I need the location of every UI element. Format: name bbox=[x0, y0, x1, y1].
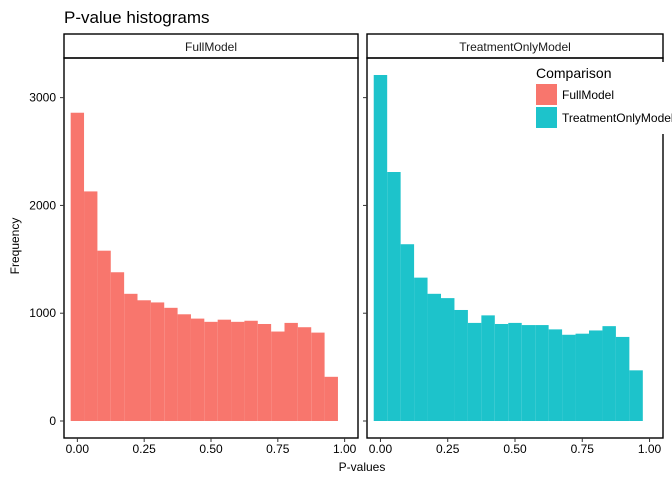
bars-fullmodel bbox=[70, 112, 338, 421]
bar-treatmentonlymodel-12 bbox=[535, 325, 549, 421]
bar-fullmodel-5 bbox=[137, 300, 151, 421]
bar-treatmentonlymodel-15 bbox=[575, 333, 589, 421]
x-tick-label: 0.00 bbox=[369, 442, 393, 456]
x-tick-label: 0.75 bbox=[266, 442, 290, 456]
x-tick-label: 1.00 bbox=[638, 442, 662, 456]
bar-treatmentonlymodel-14 bbox=[562, 334, 576, 421]
y-tick-label: 3000 bbox=[29, 91, 56, 105]
bar-fullmodel-1 bbox=[84, 191, 98, 421]
x-axis: 0.00 0.25 0.50 0.75 1.00 0.00 0.25 0.50 0.75 1.00 bbox=[66, 438, 662, 456]
bar-treatmentonlymodel-8 bbox=[481, 315, 495, 421]
x-tick-label: 1.00 bbox=[333, 442, 357, 456]
bar-fullmodel-17 bbox=[297, 327, 312, 421]
bar-fullmodel-0 bbox=[70, 112, 85, 421]
y-tick-label: 2000 bbox=[29, 198, 56, 212]
bar-treatmentonlymodel-17 bbox=[602, 326, 616, 421]
x-tick-label: 0.25 bbox=[436, 442, 460, 456]
y-axis-title: Frequency bbox=[8, 218, 22, 275]
y-axis: 0 1000 2000 3000 bbox=[29, 91, 367, 428]
bar-treatmentonlymodel-3 bbox=[414, 277, 428, 421]
x-tick-label: 0.25 bbox=[133, 442, 157, 456]
bar-treatmentonlymodel-2 bbox=[400, 244, 415, 421]
bar-fullmodel-19 bbox=[324, 376, 338, 421]
panel-strip-label-treatmentonlymodel: TreatmentOnlyModel bbox=[459, 40, 571, 54]
bar-fullmodel-2 bbox=[97, 250, 111, 421]
x-tick-label: 0.50 bbox=[503, 442, 527, 456]
bar-treatmentonlymodel-16 bbox=[589, 330, 603, 421]
y-tick-label: 1000 bbox=[29, 306, 56, 320]
bar-fullmodel-18 bbox=[311, 332, 325, 421]
panel-strip-label-fullmodel: FullModel bbox=[185, 40, 237, 54]
bars-treatmentonlymodel bbox=[373, 75, 643, 421]
bar-treatmentonlymodel-0 bbox=[373, 75, 388, 421]
bar-fullmodel-12 bbox=[231, 321, 245, 421]
x-tick-label: 0.00 bbox=[66, 442, 90, 456]
bar-treatmentonlymodel-11 bbox=[521, 325, 536, 421]
legend-label-fullmodel: FullModel bbox=[562, 88, 614, 102]
bar-treatmentonlymodel-4 bbox=[427, 293, 441, 421]
legend-title: Comparison bbox=[536, 65, 611, 81]
bar-fullmodel-13 bbox=[244, 320, 258, 421]
bar-treatmentonlymodel-18 bbox=[615, 336, 630, 421]
bar-fullmodel-15 bbox=[271, 331, 285, 421]
panel-strip-fullmodel bbox=[63, 33, 359, 59]
bar-fullmodel-16 bbox=[284, 322, 298, 421]
bar-treatmentonlymodel-13 bbox=[548, 329, 563, 421]
bar-fullmodel-9 bbox=[190, 318, 205, 421]
bar-fullmodel-10 bbox=[204, 321, 218, 421]
bar-fullmodel-14 bbox=[257, 323, 272, 421]
legend-swatch-fullmodel bbox=[536, 84, 557, 105]
bar-fullmodel-6 bbox=[150, 302, 165, 421]
bar-treatmentonlymodel-9 bbox=[494, 323, 509, 421]
bar-fullmodel-3 bbox=[110, 272, 125, 421]
legend-swatch-treatmentonlymodel bbox=[536, 107, 557, 128]
bar-fullmodel-8 bbox=[177, 314, 191, 421]
bar-treatmentonlymodel-7 bbox=[467, 322, 482, 421]
x-tick-label: 0.50 bbox=[199, 442, 223, 456]
bar-treatmentonlymodel-1 bbox=[387, 172, 401, 421]
y-tick-label: 0 bbox=[49, 414, 56, 428]
x-tick-label: 0.75 bbox=[571, 442, 595, 456]
x-axis-title: P-values bbox=[339, 460, 386, 474]
bar-fullmodel-11 bbox=[217, 319, 232, 421]
chart-title: P-value histograms bbox=[64, 8, 210, 27]
panel-fullmodel: FullModel bbox=[63, 33, 359, 439]
legend: Comparison FullModel TreatmentOnlyModel bbox=[527, 62, 672, 134]
bar-fullmodel-7 bbox=[164, 307, 178, 421]
bar-treatmentonlymodel-19 bbox=[629, 370, 643, 421]
panel-treatmentonlymodel: TreatmentOnlyModel bbox=[366, 33, 664, 439]
legend-label-treatmentonlymodel: TreatmentOnlyModel bbox=[562, 111, 672, 125]
bar-fullmodel-4 bbox=[124, 293, 138, 421]
bar-treatmentonlymodel-6 bbox=[454, 309, 468, 421]
bar-treatmentonlymodel-5 bbox=[441, 298, 455, 421]
bar-treatmentonlymodel-10 bbox=[508, 322, 522, 421]
